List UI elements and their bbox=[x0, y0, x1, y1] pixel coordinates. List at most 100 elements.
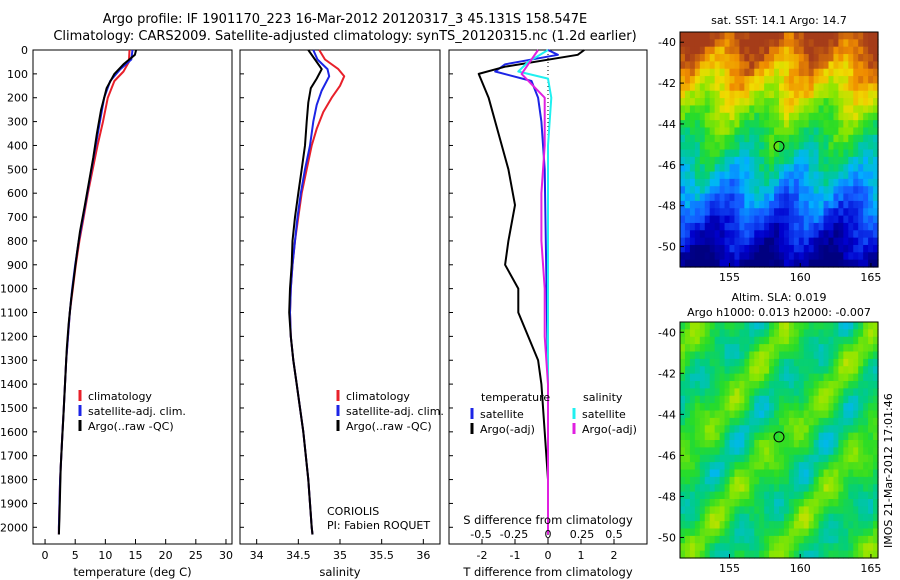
map-cell bbox=[719, 388, 726, 397]
map-cell bbox=[729, 454, 736, 463]
map-cell bbox=[853, 46, 859, 55]
map-cell bbox=[818, 358, 825, 367]
map-cell bbox=[699, 215, 706, 224]
map-cell bbox=[848, 432, 854, 441]
map-cell bbox=[783, 178, 790, 187]
map-cell bbox=[788, 388, 795, 397]
map-cell bbox=[684, 105, 691, 114]
map-cell bbox=[709, 61, 716, 70]
map-cell bbox=[858, 395, 864, 404]
map-cell bbox=[823, 351, 830, 360]
map-cell bbox=[868, 499, 874, 507]
map-cell bbox=[729, 208, 736, 217]
map-cell bbox=[749, 98, 755, 107]
map-cell bbox=[783, 244, 790, 253]
depth-tick-label: 1700 bbox=[0, 450, 28, 463]
map-cell bbox=[719, 149, 726, 158]
map-cell bbox=[848, 230, 854, 239]
map-cell bbox=[779, 417, 785, 426]
map-cell bbox=[828, 186, 835, 195]
map-cell bbox=[828, 381, 835, 389]
map-cell bbox=[764, 54, 770, 62]
map-cell bbox=[709, 425, 716, 434]
map-cell bbox=[863, 156, 869, 165]
depth-tick-label: 800 bbox=[7, 235, 28, 248]
map-cell bbox=[833, 469, 839, 478]
map-cell bbox=[853, 259, 859, 268]
map-cell bbox=[729, 366, 736, 375]
map-cell bbox=[828, 90, 835, 99]
map-cell bbox=[714, 499, 721, 507]
map-cell bbox=[818, 230, 825, 239]
map-cell bbox=[704, 506, 711, 515]
map-cell bbox=[704, 381, 711, 389]
map-cell bbox=[863, 454, 869, 463]
map-cell bbox=[774, 447, 780, 456]
map-cell bbox=[684, 476, 691, 485]
map-cell bbox=[734, 469, 740, 478]
map-cell bbox=[858, 506, 864, 515]
map-cell bbox=[719, 484, 726, 493]
map-cell bbox=[779, 61, 785, 70]
map-cell bbox=[848, 381, 854, 389]
map-cell bbox=[774, 230, 780, 239]
map-cell bbox=[848, 134, 854, 143]
map-cell bbox=[793, 230, 800, 239]
map-cell bbox=[793, 208, 800, 217]
map-cell bbox=[783, 499, 790, 507]
map-cell bbox=[714, 54, 721, 62]
map-cell bbox=[724, 237, 731, 246]
map-cell bbox=[823, 358, 830, 367]
map-cell bbox=[749, 39, 755, 48]
map-cell bbox=[853, 193, 859, 202]
map-cell bbox=[873, 200, 879, 209]
map-cell bbox=[873, 215, 879, 224]
map-cell bbox=[823, 120, 830, 129]
map-cell bbox=[689, 403, 696, 412]
map-cell bbox=[709, 447, 716, 456]
top-tick-label: 0.25 bbox=[570, 528, 595, 541]
map-cell bbox=[749, 499, 755, 507]
map-cell bbox=[803, 193, 810, 202]
map-cell bbox=[754, 230, 760, 239]
map-cell bbox=[769, 54, 775, 62]
map-cell bbox=[729, 491, 736, 500]
map-cell bbox=[828, 410, 835, 419]
map-cell bbox=[684, 425, 691, 434]
map-cell bbox=[833, 98, 839, 107]
map-cell bbox=[808, 366, 815, 375]
map-cell bbox=[724, 410, 731, 419]
map-cell bbox=[684, 440, 691, 448]
map-cell bbox=[724, 142, 731, 151]
map-cell bbox=[868, 336, 874, 345]
top-tick-label: -0.25 bbox=[500, 528, 528, 541]
map-cell bbox=[724, 200, 731, 209]
map-cell bbox=[694, 200, 701, 209]
map-cell bbox=[793, 432, 800, 441]
map-cell bbox=[853, 381, 859, 389]
map-cell bbox=[853, 351, 859, 360]
map-cell bbox=[754, 513, 760, 522]
map-cell bbox=[749, 208, 755, 217]
map-cell bbox=[783, 237, 790, 246]
legend-label: climatology bbox=[346, 390, 410, 403]
map-cell bbox=[749, 186, 755, 195]
map-cell bbox=[734, 329, 740, 338]
map-cell bbox=[873, 358, 879, 367]
map-cell bbox=[759, 134, 765, 143]
map-cell bbox=[739, 222, 745, 231]
map-cell bbox=[833, 521, 839, 530]
map-cell bbox=[838, 39, 844, 48]
map-cell bbox=[704, 499, 711, 507]
map-cell bbox=[729, 171, 736, 180]
map-cell bbox=[759, 39, 765, 48]
map-cell bbox=[739, 90, 745, 99]
map-cell bbox=[734, 178, 740, 187]
map-cell bbox=[709, 484, 716, 493]
map-cell bbox=[729, 186, 736, 195]
map-cell bbox=[863, 39, 869, 48]
map-cell bbox=[754, 200, 760, 209]
map-cell bbox=[788, 39, 795, 48]
map-cell bbox=[699, 134, 706, 143]
map-y-tick-label: -50 bbox=[658, 241, 676, 254]
